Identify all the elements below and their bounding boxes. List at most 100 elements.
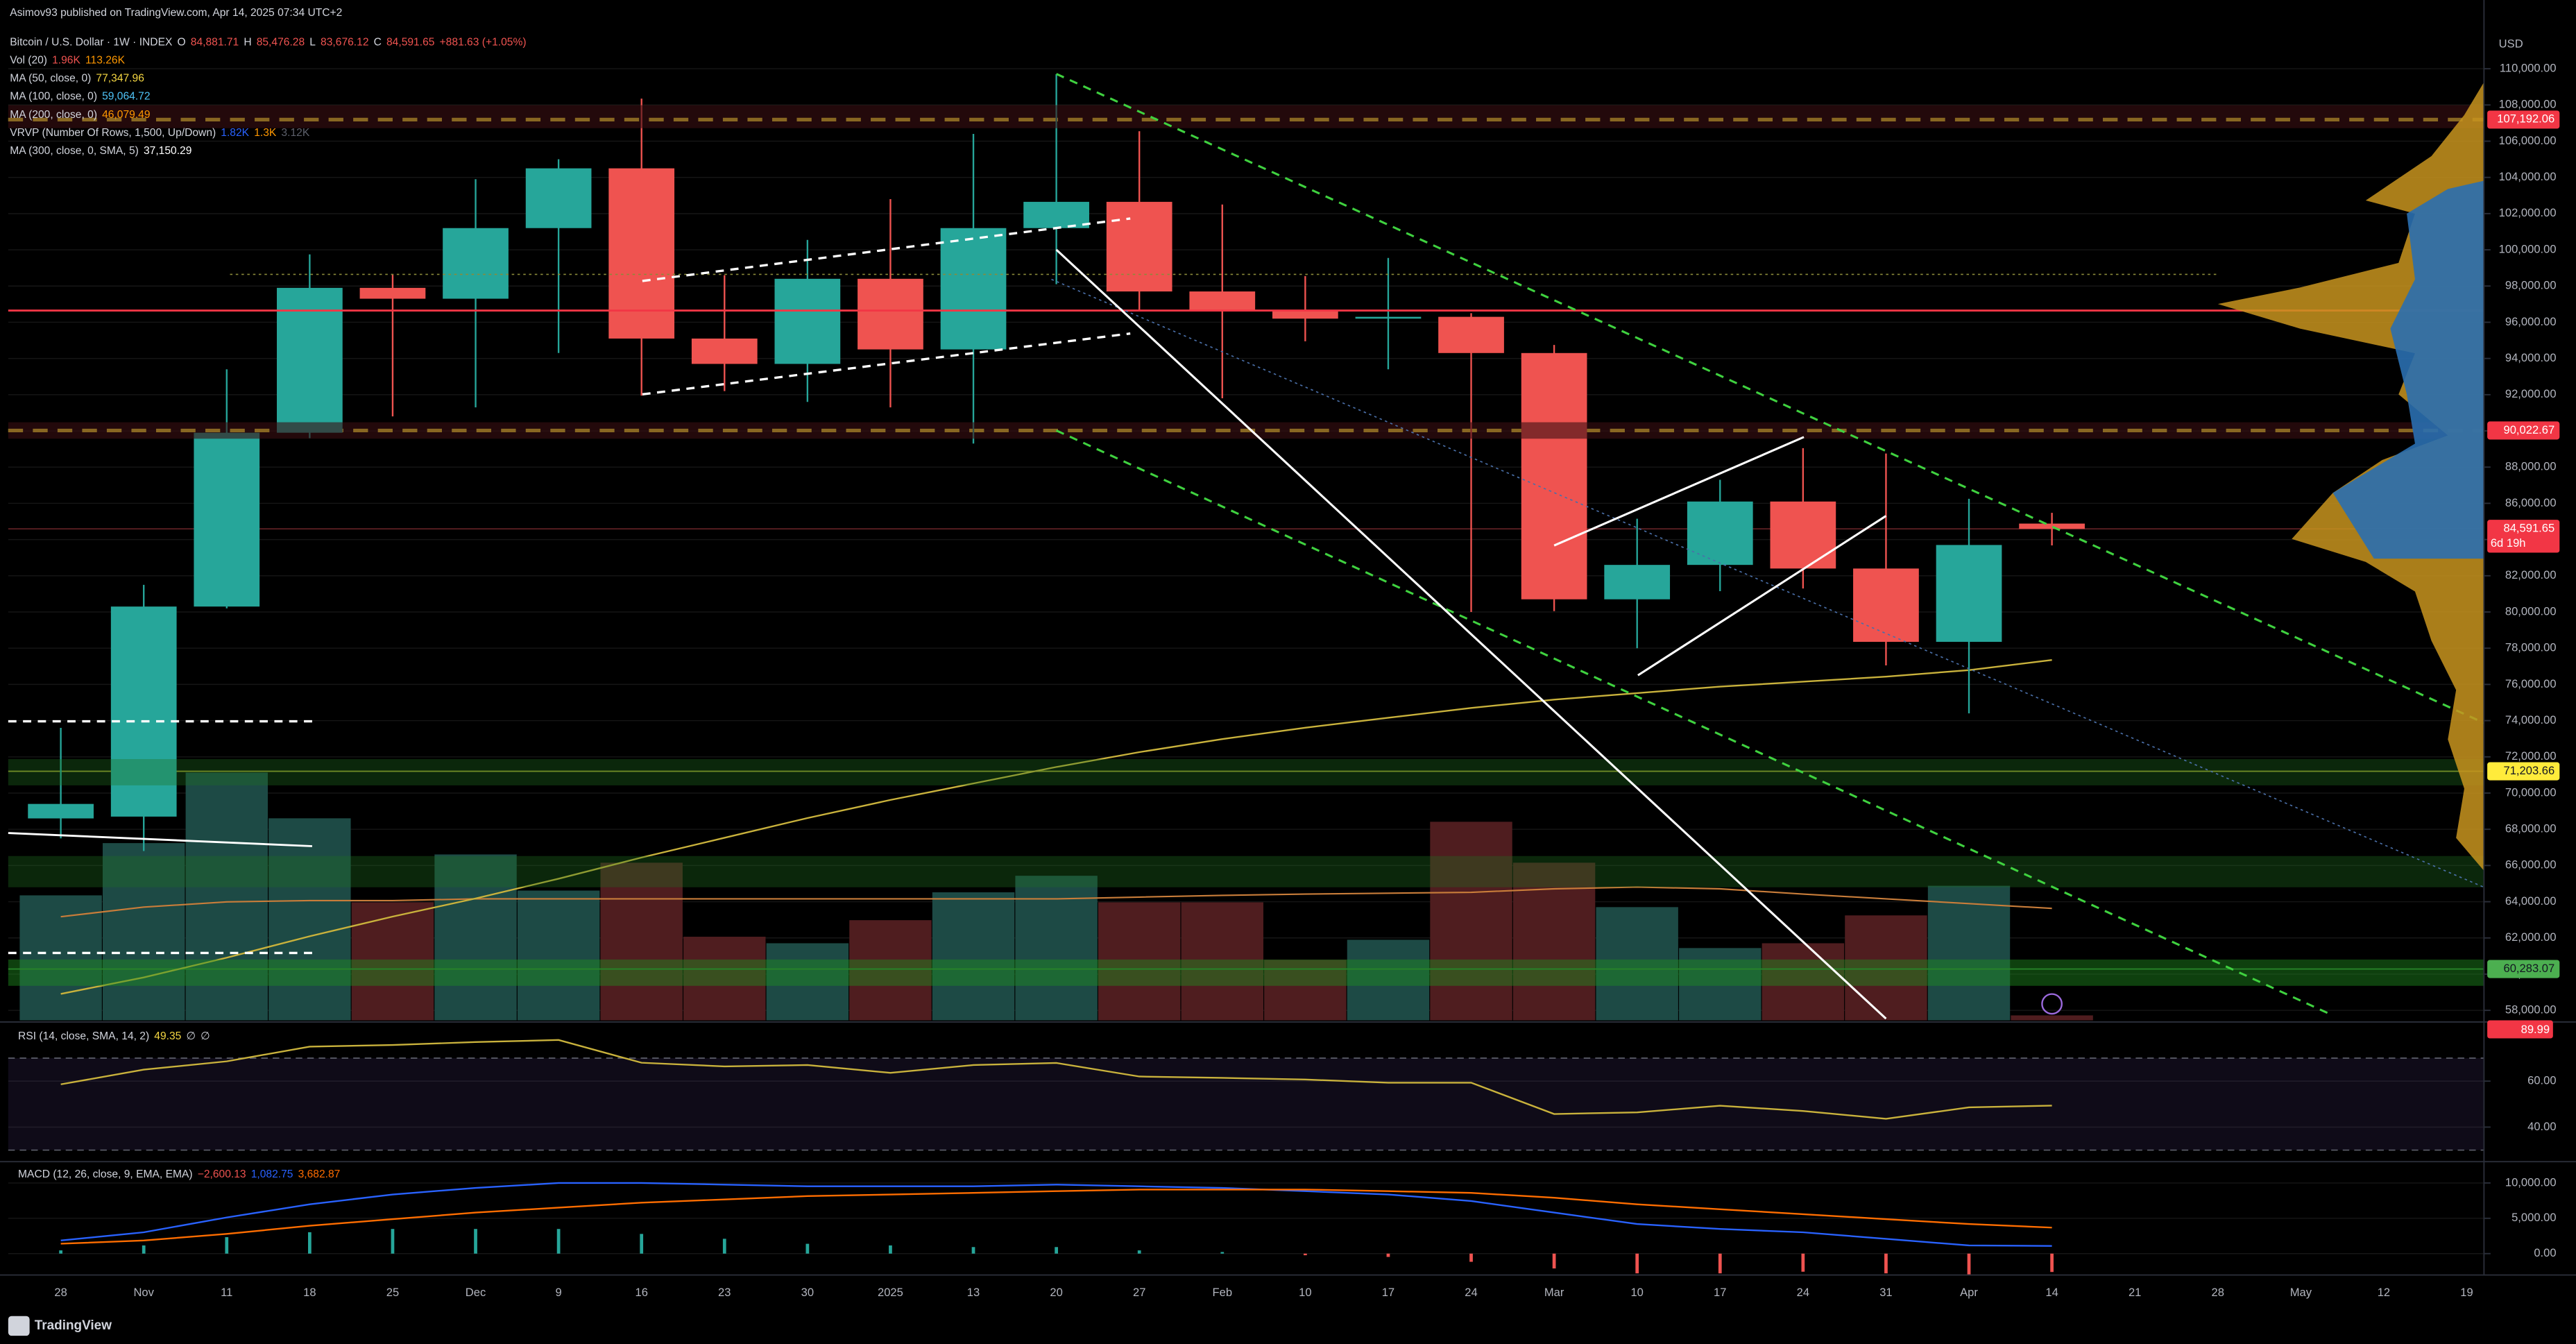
y-tick-label: 100,000.00 <box>2499 242 2557 255</box>
histogram-bar <box>805 1243 810 1254</box>
x-tick-label: Mar <box>1544 1286 1564 1299</box>
volume-ma <box>60 886 2052 918</box>
candle-body <box>359 287 426 299</box>
y-tick-label: 104,000.00 <box>2499 170 2557 183</box>
legend-text: 37,150.29 <box>144 145 191 157</box>
trend-line <box>1553 436 1805 547</box>
legend-text: VRVP (Number Of Rows, 1,500, Up/Down) <box>10 127 216 139</box>
histogram-bar <box>971 1247 975 1254</box>
y-tick-label: 40.00 <box>2527 1120 2556 1133</box>
x-tick-label: 28 <box>2212 1286 2224 1299</box>
legend-text: 1.96K <box>52 55 80 67</box>
volume-bar <box>1347 939 1430 1021</box>
x-tick-label: 10 <box>1630 1286 1643 1299</box>
line-series <box>60 1189 2052 1245</box>
candle-body <box>110 606 177 817</box>
x-tick-label: 17 <box>1714 1286 1726 1299</box>
legend-line: VRVP (Number Of Rows, 1,500, Up/Down) 1.8… <box>10 127 310 139</box>
axis-badge <box>2487 1020 2553 1039</box>
zone <box>8 422 2484 439</box>
candle-body <box>28 803 94 819</box>
zone <box>8 856 2484 887</box>
legend-text: L <box>309 37 316 49</box>
candle-body <box>1355 316 1422 319</box>
y-tick-label: 5,000.00 <box>2511 1211 2556 1224</box>
candle-body <box>1521 352 1587 599</box>
histogram-bar <box>1635 1253 1639 1274</box>
candle-body <box>1023 201 1089 228</box>
legend-line: MA (100, close, 0) 59,064.72 <box>10 91 150 103</box>
candle-body <box>608 168 675 339</box>
histogram-bar <box>889 1245 892 1254</box>
y-tick-label: 70,000.00 <box>2505 785 2557 799</box>
legend-text: MA (300, close, 0, SMA, 5) <box>10 145 139 157</box>
volume-bar <box>268 818 351 1021</box>
alert-icon <box>2041 993 2063 1015</box>
legend-text: C <box>374 37 382 49</box>
histogram-bar <box>142 1245 146 1254</box>
volume-bar <box>434 854 517 1021</box>
candle-body <box>940 228 1007 350</box>
histogram-bar <box>556 1229 561 1254</box>
x-tick-label: 10 <box>1299 1286 1311 1299</box>
x-tick-label: May <box>2290 1286 2312 1299</box>
volume-bar <box>351 902 434 1021</box>
histogram-bar <box>1469 1253 1473 1262</box>
candle-body <box>1189 291 1256 312</box>
histogram-bar <box>1967 1253 1971 1275</box>
y-tick-label: 92,000.00 <box>2505 387 2557 400</box>
rsi-band <box>8 1057 2484 1150</box>
trend-line <box>1055 248 1887 1020</box>
legend-line: MA (300, close, 0, SMA, 5) 37,150.29 <box>10 145 191 157</box>
histogram-bar <box>640 1234 644 1254</box>
volume-bar <box>683 937 766 1021</box>
trend-line <box>8 832 312 847</box>
legend-text: 1,082.75 <box>251 1168 293 1180</box>
candle-body <box>443 228 509 299</box>
histogram-bar <box>391 1229 395 1254</box>
price-label: 84,591.65 <box>2504 522 2555 535</box>
x-tick-label: 24 <box>1797 1286 1809 1299</box>
volume-bar <box>1015 876 1098 1021</box>
volume-bar <box>2011 1015 2093 1021</box>
price-label-badge <box>2487 421 2560 440</box>
drawings <box>8 73 2485 1020</box>
y-tick-label: 62,000.00 <box>2505 930 2557 944</box>
legend-text: 77,347.96 <box>96 73 144 85</box>
x-tick-label: Apr <box>1960 1286 1978 1299</box>
y-tick-label: 78,000.00 <box>2505 641 2557 654</box>
x-tick-label: 23 <box>718 1286 731 1299</box>
y-tick-label: 72,000.00 <box>2505 749 2557 763</box>
y-tick-label: 106,000.00 <box>2499 134 2557 147</box>
legend-text: 1.82K <box>221 127 249 139</box>
legend-text: H <box>244 37 251 49</box>
y-tick-label: 88,000.00 <box>2505 460 2557 473</box>
candle-body <box>691 338 758 364</box>
y-tick-label: 76,000.00 <box>2505 677 2557 690</box>
histogram-bar <box>225 1237 229 1254</box>
volume-bar <box>517 890 600 1021</box>
candle-body <box>2019 523 2085 529</box>
x-tick-label: Nov <box>133 1286 154 1299</box>
volume-bar <box>1430 822 1512 1021</box>
x-tick-label: 28 <box>54 1286 67 1299</box>
candle-body <box>1770 501 1836 569</box>
x-tick-label: Feb <box>1213 1286 1233 1299</box>
y-tick-label: 74,000.00 <box>2505 713 2557 726</box>
legend-text: 85,476.28 <box>257 37 305 49</box>
price-label-badge <box>2487 110 2560 129</box>
legend-text: MA (200, close, 0) <box>10 109 97 121</box>
legend-text: RSI (14, close, SMA, 14, 2) <box>18 1030 149 1042</box>
y-tick-label: 102,000.00 <box>2499 206 2557 219</box>
volume-bar <box>185 772 268 1021</box>
volume-bar <box>849 920 932 1021</box>
histogram-bar <box>1303 1253 1307 1256</box>
x-tick-label: 16 <box>635 1286 647 1299</box>
axis-badge-label: 89.99 <box>2521 1023 2550 1036</box>
legend-line: MA (50, close, 0) 77,347.96 <box>10 73 144 85</box>
legend-text: 3,682.87 <box>298 1168 341 1180</box>
legend-text: −2,600.13 <box>198 1168 246 1180</box>
zone <box>8 959 2484 986</box>
candle-body <box>1106 201 1172 292</box>
legend-text: 59,064.72 <box>102 91 150 103</box>
